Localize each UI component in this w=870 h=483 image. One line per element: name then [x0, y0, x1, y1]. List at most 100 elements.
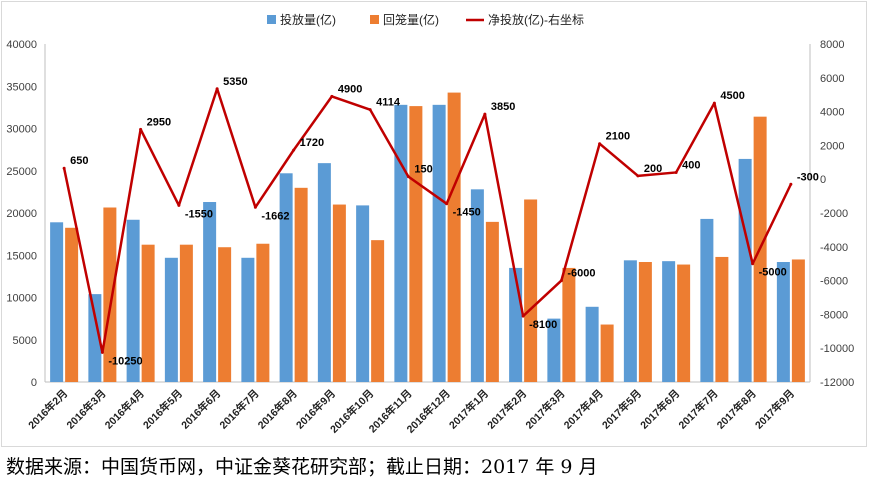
net-data-label: -8100 — [529, 319, 557, 331]
bar-investment — [623, 260, 637, 382]
left-tick-label: 20000 — [6, 208, 37, 220]
net-data-label: 4900 — [338, 83, 362, 95]
right-tick-label: 4000 — [820, 107, 844, 119]
right-tick-label: -4000 — [820, 242, 848, 254]
net-data-label: 4500 — [720, 90, 744, 102]
bar-withdrawal — [447, 92, 461, 383]
net-injection-point — [215, 87, 219, 91]
legend-label: 投放量(亿) — [280, 12, 336, 27]
right-tick-label: 0 — [820, 174, 826, 186]
right-tick-label: 6000 — [820, 73, 844, 85]
bar-withdrawal — [524, 199, 538, 382]
bar-withdrawal — [218, 247, 232, 382]
chart-frame — [1, 1, 867, 447]
net-data-label: 150 — [414, 164, 432, 176]
net-injection-point — [100, 350, 104, 354]
x-tick-label: 2017年5月 — [599, 387, 644, 432]
x-tick-label: 2016年6月 — [179, 387, 224, 432]
x-tick-label: 2017年3月 — [523, 387, 568, 432]
bar-withdrawal — [179, 244, 193, 382]
x-tick-label: 2017年4月 — [561, 387, 606, 432]
net-injection-point — [368, 108, 372, 112]
bar-withdrawal — [371, 240, 385, 382]
right-tick-label: -2000 — [820, 208, 848, 220]
x-tick-label: 2017年6月 — [638, 387, 683, 432]
right-tick-label: 2000 — [820, 140, 844, 152]
bar-withdrawal — [677, 264, 691, 382]
legend-swatch — [370, 15, 379, 24]
net-injection-point — [253, 205, 257, 209]
x-tick-label: 2016年4月 — [102, 387, 147, 432]
net-injection-point — [406, 175, 410, 179]
legend-label: 净投放(亿)-右坐标 — [488, 12, 584, 27]
bar-withdrawal — [409, 106, 423, 383]
bar-withdrawal — [600, 324, 614, 382]
bar-investment — [164, 257, 178, 382]
x-tick-label: 2016年8月 — [255, 387, 300, 432]
net-injection-point — [139, 127, 143, 131]
bar-withdrawal — [791, 259, 805, 382]
net-data-label: -1662 — [261, 210, 289, 222]
x-tick-label: 2016年3月 — [64, 387, 109, 432]
left-tick-label: 0 — [31, 377, 37, 389]
bar-investment — [356, 205, 370, 382]
net-injection-point — [292, 148, 296, 152]
bar-investment — [585, 306, 599, 382]
bar-withdrawal — [65, 227, 79, 382]
net-data-label: -1550 — [185, 208, 213, 220]
net-injection-point — [177, 203, 181, 207]
bar-withdrawal — [715, 256, 729, 382]
bar-investment — [662, 261, 676, 382]
net-data-label: 2100 — [606, 131, 630, 143]
right-tick-label: 8000 — [820, 39, 844, 51]
net-injection-point — [712, 101, 716, 105]
left-tick-label: 15000 — [6, 250, 37, 262]
x-tick-label: 2017年1月 — [446, 387, 491, 432]
right-tick-label: -6000 — [820, 276, 848, 288]
left-tick-label: 40000 — [6, 39, 37, 51]
right-tick-label: -10000 — [820, 343, 854, 355]
bar-investment — [547, 318, 561, 382]
bar-investment — [700, 218, 714, 382]
bar-withdrawal — [141, 244, 155, 382]
net-data-label: -300 — [797, 171, 819, 183]
bar-investment — [470, 189, 484, 382]
x-tick-label: 2017年9月 — [752, 387, 797, 432]
bar-investment — [126, 219, 140, 382]
x-tick-label: 2016年7月 — [217, 387, 262, 432]
net-injection-point — [521, 314, 525, 318]
bar-investment — [509, 267, 523, 382]
net-injection-point — [636, 174, 640, 178]
net-data-label: 200 — [644, 163, 662, 175]
bar-withdrawal — [103, 207, 117, 382]
net-data-label: 650 — [70, 155, 88, 167]
right-tick-label: -12000 — [820, 377, 854, 389]
bar-investment — [88, 294, 102, 382]
legend-swatch — [267, 15, 276, 24]
net-data-label: -6000 — [567, 268, 595, 280]
bar-investment — [279, 173, 293, 382]
net-data-label: 4114 — [376, 97, 401, 109]
bar-investment — [776, 262, 790, 382]
left-tick-label: 30000 — [6, 124, 37, 136]
bar-withdrawal — [485, 221, 499, 382]
net-data-label: -1450 — [453, 207, 481, 219]
left-tick-label: 35000 — [6, 81, 37, 93]
bar-withdrawal — [562, 267, 576, 382]
net-data-label: 400 — [682, 159, 700, 171]
left-tick-label: 5000 — [13, 335, 37, 347]
net-injection-line — [62, 87, 793, 354]
right-tick-label: -8000 — [820, 309, 848, 321]
bar-investment — [317, 163, 331, 382]
net-data-label: 5350 — [223, 76, 247, 88]
x-tick-label: 2017年7月 — [676, 387, 721, 432]
net-data-label: 2950 — [147, 116, 171, 128]
bar-withdrawal — [294, 187, 308, 382]
chart: 0500010000150002000025000300003500040000… — [6, 12, 854, 436]
bar-investment — [738, 158, 752, 382]
x-tick-label: 2017年8月 — [714, 387, 759, 432]
bar-investment — [241, 257, 255, 382]
left-tick-label: 10000 — [6, 293, 37, 305]
net-injection-point — [789, 182, 793, 186]
bar-investment — [394, 104, 408, 382]
